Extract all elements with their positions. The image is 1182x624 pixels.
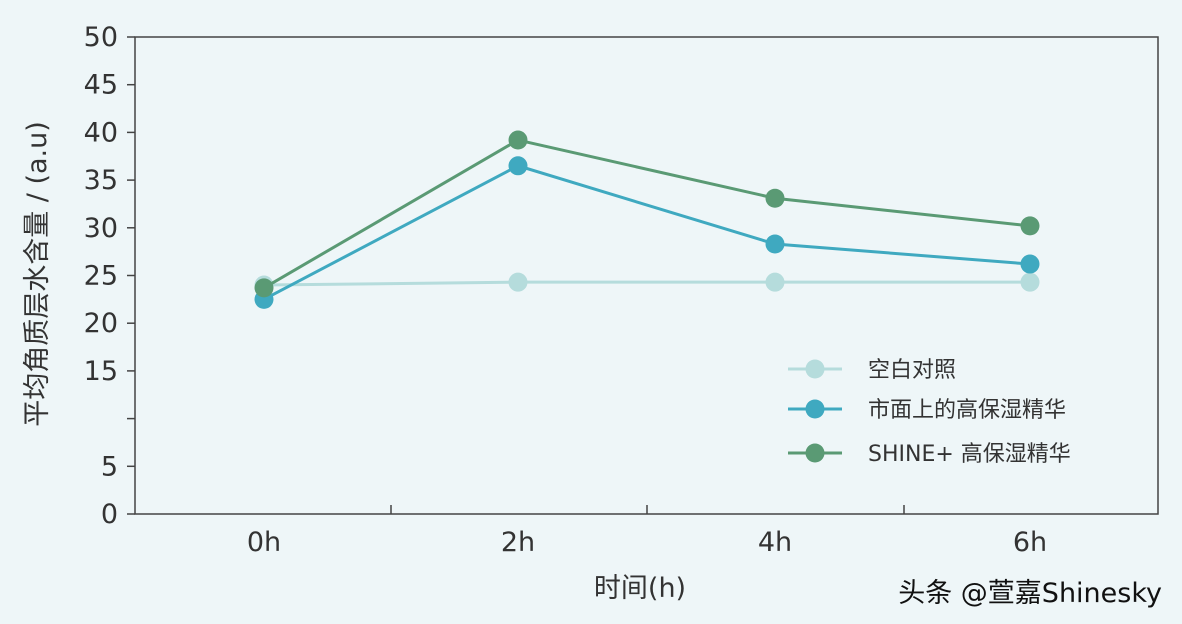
watermark-text: 头条 @萱嘉Shinesky — [898, 578, 1162, 609]
y-tick-label: 30 — [84, 213, 118, 244]
data-point — [765, 188, 785, 208]
legend-marker — [805, 359, 825, 379]
data-point — [1020, 254, 1040, 274]
data-point — [765, 272, 785, 292]
x-tick-label: 2h — [501, 527, 535, 558]
data-point — [1020, 216, 1040, 236]
x-tick-label: 0h — [247, 527, 281, 558]
y-tick-label: 15 — [84, 356, 118, 387]
x-tick-label: 4h — [758, 527, 792, 558]
data-point — [508, 272, 528, 292]
y-tick-label: 40 — [84, 117, 118, 148]
data-point — [1020, 272, 1040, 292]
legend-label: 市面上的高保湿精华 — [868, 398, 1066, 423]
y-tick-label: 35 — [84, 165, 118, 196]
y-tick-label: 25 — [84, 261, 118, 292]
legend-marker — [805, 443, 825, 463]
series-line — [263, 280, 1030, 287]
series-line — [263, 164, 1031, 301]
x-tick-label: 6h — [1013, 527, 1047, 558]
data-point — [508, 130, 528, 150]
legend-marker — [805, 399, 825, 419]
legend-label: SHINE+ 高保湿精华 — [868, 442, 1071, 467]
y-tick-label: 20 — [84, 308, 118, 339]
x-axis-title: 时间(h) — [594, 573, 686, 604]
y-tick-label: 5 — [101, 451, 118, 482]
data-point — [765, 234, 785, 254]
y-tick-label: 0 — [101, 499, 118, 530]
y-tick-label: 50 — [84, 22, 118, 53]
series-line — [263, 138, 1031, 290]
data-point — [508, 156, 528, 176]
data-point — [254, 278, 274, 298]
y-axis-title: 平均角质层水含量 / (a.u) — [22, 121, 53, 427]
legend-label: 空白对照 — [868, 358, 956, 383]
y-tick-label: 45 — [84, 70, 118, 101]
